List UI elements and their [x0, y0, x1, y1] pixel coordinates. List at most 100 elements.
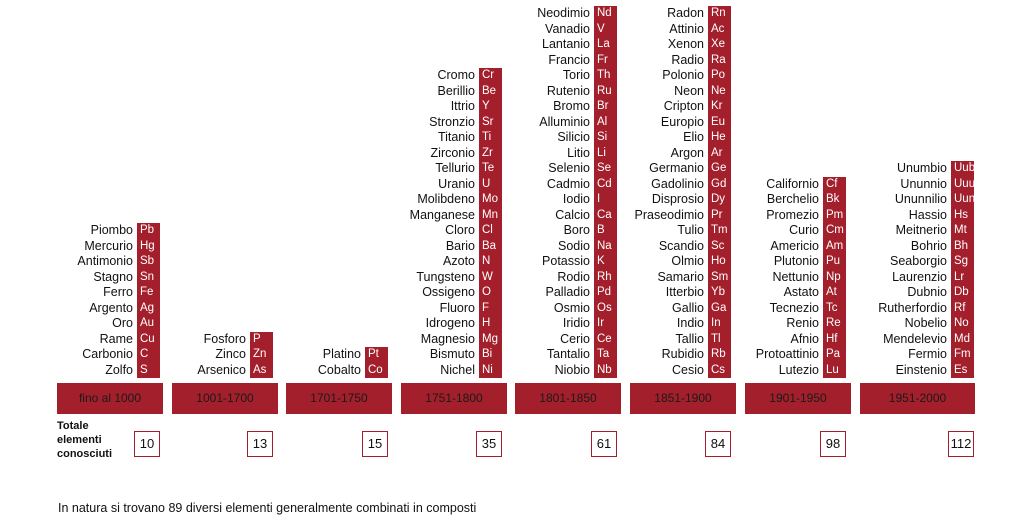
element-symbol: Tm [711, 224, 728, 236]
element-symbol: Cm [826, 224, 844, 236]
period-label: 1901-1950 [745, 383, 851, 414]
element-bar [250, 331, 273, 378]
element-symbol: S [140, 363, 148, 376]
total-count: 10 [134, 431, 160, 457]
element-symbol: Sb [140, 255, 155, 267]
element-symbol: He [711, 131, 726, 143]
element-name: Radio [671, 52, 704, 67]
element-name: Tulio [677, 223, 704, 237]
element-symbol: Bi [482, 348, 493, 360]
element-symbol: Lr [954, 270, 965, 283]
element-name: Ununnilio [894, 192, 947, 206]
element-symbol: Ni [482, 363, 493, 376]
element-name: Potassio [542, 254, 590, 268]
element-symbol: Pb [140, 224, 155, 236]
element-symbol: Lu [826, 363, 839, 376]
element-name: Rubidio [661, 347, 704, 361]
element-name: Radon [667, 6, 704, 20]
element-name: Scandio [658, 238, 704, 253]
element-name: Ossigeno [422, 285, 475, 299]
element-name: Renio [786, 316, 819, 330]
element-name: Mendelevio [883, 331, 947, 346]
element-symbol: Sg [954, 255, 969, 267]
element-name: Samario [657, 269, 704, 284]
element-name: Laurenzio [892, 269, 947, 284]
element-bar [479, 68, 502, 378]
element-symbol: La [597, 38, 610, 50]
element-symbol: V [597, 22, 605, 35]
element-symbol: Sr [482, 115, 494, 128]
element-symbol: Np [826, 270, 841, 283]
element-name: Astato [783, 285, 819, 299]
element-symbol: Ca [597, 208, 612, 221]
element-name: Azoto [443, 254, 475, 268]
element-symbol: Mo [482, 193, 498, 205]
element-symbol: Uun [954, 193, 976, 205]
element-name: Cerio [560, 331, 590, 346]
element-name: Palladio [545, 285, 590, 299]
element-name: Fermio [908, 347, 947, 361]
element-name: Xenon [667, 37, 704, 51]
element-symbol: At [826, 286, 837, 298]
element-symbol: Ar [711, 146, 723, 159]
element-symbol: Dy [711, 193, 726, 205]
element-symbol: Cr [482, 69, 495, 81]
element-symbol: Nd [597, 7, 612, 19]
element-symbol: Pt [368, 348, 379, 360]
element-name: Californio [766, 176, 819, 191]
element-symbol: Se [597, 162, 612, 174]
element-name: Magnesio [420, 331, 475, 346]
element-name: Bohrio [910, 238, 947, 253]
element-symbol: Mn [482, 208, 498, 221]
element-symbol: U [482, 177, 491, 190]
element-name: Tantalio [546, 347, 590, 361]
element-symbol: Pd [597, 286, 612, 298]
element-symbol: Th [597, 69, 611, 81]
element-bar [951, 161, 974, 378]
element-symbol: Ce [597, 332, 612, 345]
total-count: 13 [247, 431, 273, 457]
element-name: Afnio [790, 331, 820, 346]
element-name: Argon [670, 145, 704, 160]
element-name: Europio [660, 114, 704, 129]
element-name: Piombo [90, 223, 133, 237]
element-symbol: Ti [482, 131, 492, 143]
element-symbol: Uuu [954, 177, 976, 190]
element-symbol: Fm [954, 348, 971, 360]
element-symbol: Rh [597, 270, 612, 283]
element-bar [137, 223, 160, 378]
total-count: 98 [820, 431, 846, 457]
element-symbol: Am [826, 239, 844, 252]
element-symbol: Ir [597, 317, 605, 329]
element-symbol: Si [597, 131, 608, 143]
element-name: Uranio [438, 176, 475, 191]
element-symbol: Pu [826, 255, 841, 267]
element-symbol: Al [597, 115, 608, 128]
element-name: Einstenio [895, 362, 947, 377]
period-label: 1001-1700 [172, 383, 278, 414]
total-count: 35 [476, 431, 502, 457]
element-symbol: Hf [826, 332, 838, 345]
period-label: 1951-2000 [860, 383, 975, 414]
element-symbol: O [482, 286, 491, 298]
element-name: Germanio [649, 161, 704, 175]
element-symbol: Po [711, 69, 726, 81]
element-name: Vanadio [545, 21, 590, 36]
element-bar [594, 6, 617, 378]
element-name: Promezio [766, 207, 819, 222]
element-name: Americio [770, 238, 819, 253]
element-symbol: N [482, 255, 491, 267]
element-symbol: Rb [711, 348, 726, 360]
element-symbol: Cs [711, 363, 726, 376]
element-name: Cesio [672, 362, 704, 377]
total-count: 84 [705, 431, 731, 457]
element-name: Molibdeno [417, 192, 475, 206]
element-symbol: Ta [597, 348, 610, 360]
total-count: 61 [591, 431, 617, 457]
element-name: Bismuto [429, 347, 475, 361]
element-name: Alluminio [539, 114, 590, 129]
